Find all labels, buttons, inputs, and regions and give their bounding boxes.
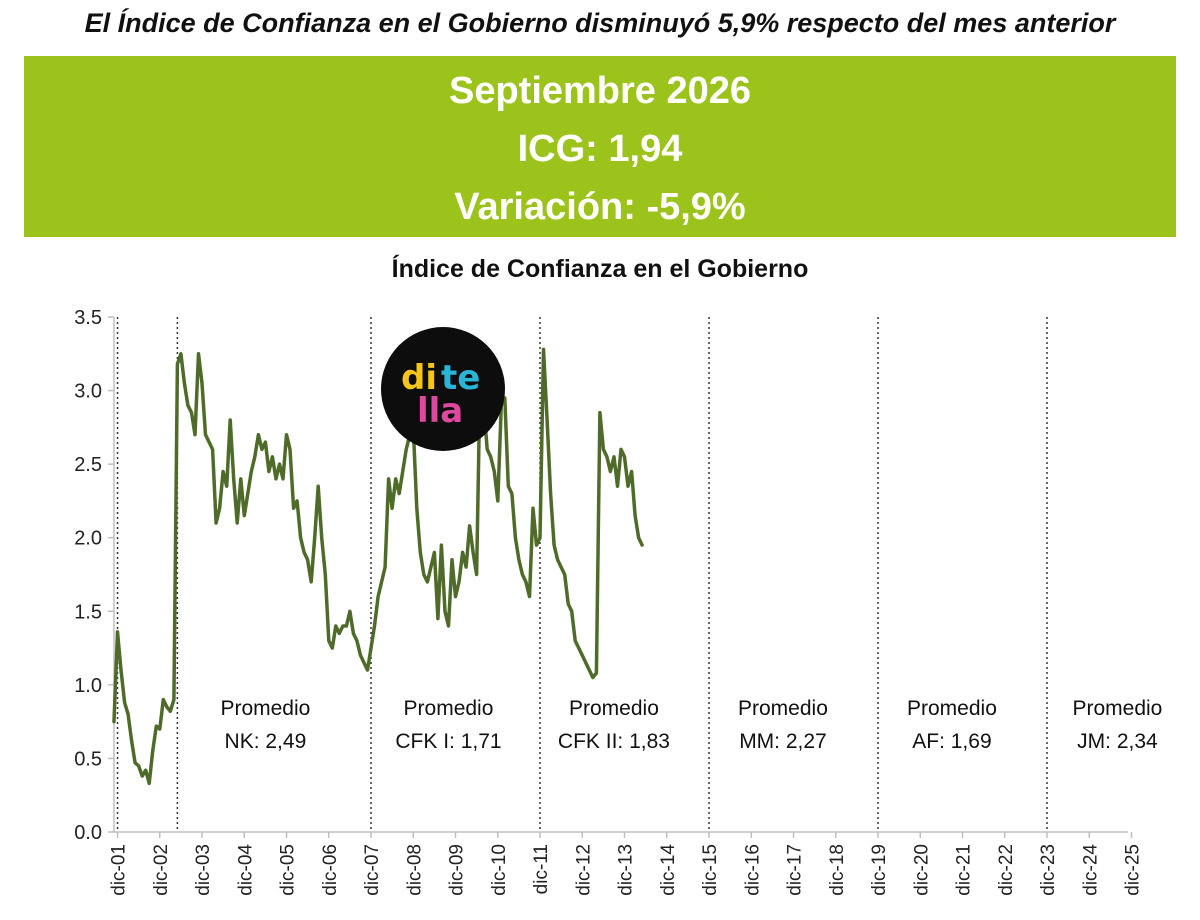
headline: El Índice de Confianza en el Gobierno di…	[84, 8, 1116, 38]
x-tick-label: dic-02	[151, 844, 172, 896]
average-label-value: AF: 1,69	[912, 730, 991, 753]
x-tick-label: dic-09	[447, 844, 468, 896]
x-tick-label: dic-17	[785, 844, 806, 896]
ditella-logo-mark: di te lla	[401, 358, 480, 431]
y-tick-label: 0.5	[74, 748, 102, 770]
x-tick-label: dic-23	[1038, 844, 1059, 896]
y-tick-label: 1.5	[74, 601, 102, 623]
y-tick-label: 3.0	[74, 381, 102, 403]
x-tick-label: dic-15	[700, 844, 721, 896]
y-tick-label: 0.0	[74, 822, 102, 844]
ditella-logo: di te lla	[381, 327, 505, 451]
x-tick-label: dic-20	[911, 844, 932, 896]
average-label-value: MM: 2,27	[739, 730, 827, 753]
x-tick-label: dic-18	[827, 844, 848, 896]
x-tick-label: dic-06	[320, 844, 341, 896]
average-label-title: Promedio	[404, 697, 494, 720]
x-tick-label: dic-07	[362, 844, 383, 896]
x-tick-label: dic-03	[193, 844, 214, 896]
x-tick-label: dic-25	[1123, 844, 1144, 896]
average-label-title: Promedio	[907, 697, 997, 720]
x-tick-label: dic-08	[404, 844, 425, 896]
x-tick-label: dic-13	[616, 844, 637, 896]
x-tick-label: dic-16	[742, 844, 763, 896]
y-tick-label: 2.0	[74, 528, 102, 550]
average-label-title: Promedio	[1072, 697, 1162, 720]
average-label-value: CFK I: 1,71	[395, 730, 501, 753]
average-label-value: JM: 2,34	[1077, 730, 1158, 753]
banner-variation: Variación: -5,9%	[454, 186, 746, 228]
x-tick-label: dic-14	[658, 844, 679, 896]
x-tick-label: dic-22	[996, 844, 1017, 896]
y-tick-label: 2.5	[74, 454, 102, 476]
x-tick-label: dic-21	[954, 844, 975, 896]
average-label-value: CFK II: 1,83	[558, 730, 670, 753]
icg-series-line	[112, 347, 644, 786]
y-tick-label: 3.5	[74, 307, 102, 329]
svg-text:lla: lla	[417, 391, 463, 431]
average-label-title: Promedio	[738, 697, 828, 720]
average-label-title: Promedio	[569, 697, 659, 720]
x-tick-label: dic-05	[278, 844, 299, 896]
svg-text:te: te	[441, 358, 480, 398]
x-tick-label: dic-11	[531, 844, 552, 894]
chart-title: Índice de Confianza en el Gobierno	[391, 255, 809, 283]
summary-banner: Septiembre 2026 ICG: 1,94 Variación: -5,…	[24, 56, 1176, 237]
x-tick-label: dic-01	[109, 844, 130, 896]
x-tick-label: dic-10	[489, 844, 510, 896]
svg-text:di: di	[401, 358, 437, 398]
banner-period: Septiembre 2026	[448, 70, 752, 112]
x-tick-label: dic-19	[869, 844, 890, 896]
x-tick-label: dic-24	[1080, 844, 1101, 896]
y-tick-label: 1.0	[74, 675, 102, 697]
average-label-value: NK: 2,49	[225, 730, 307, 753]
x-tick-label: dic-04	[235, 844, 256, 896]
x-tick-label: dic-12	[573, 844, 594, 896]
average-label-title: Promedio	[220, 697, 310, 720]
banner-icg-value: ICG: 1,94	[517, 128, 683, 170]
